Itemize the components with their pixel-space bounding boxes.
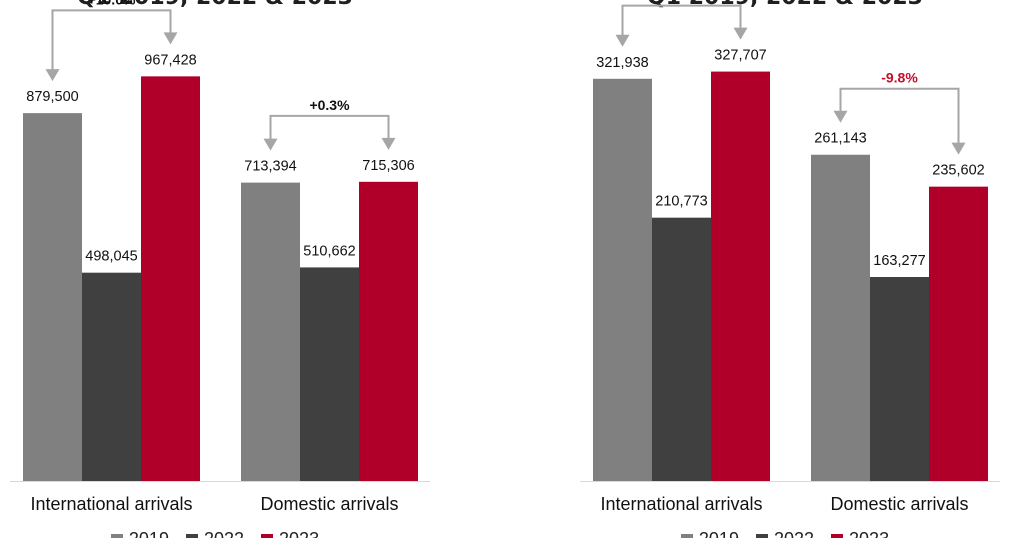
arrow-head-icon: [163, 32, 178, 45]
legend-swatch: [261, 534, 274, 538]
data-label: 235,602: [932, 163, 984, 179]
legend-label: 2023: [849, 529, 889, 538]
chart-legend: 2019 2022 2023: [0, 529, 430, 538]
arrow-head-icon: [381, 137, 396, 150]
chart-title: Q1 2019, 2022 & 2023: [570, 0, 1000, 10]
legend-swatch: [755, 534, 768, 538]
change-arrow-line: [269, 114, 390, 141]
change-arrow-line: [621, 4, 742, 37]
data-label: 498,045: [85, 249, 137, 265]
change-arrow-line: [51, 9, 172, 72]
legend-swatch: [831, 534, 844, 538]
data-label: 510,662: [303, 243, 355, 259]
arrow-head-icon: [615, 34, 630, 47]
data-label: 879,500: [26, 89, 78, 105]
data-label: 210,773: [655, 194, 707, 210]
change-percentage-label: +0.3%: [309, 97, 350, 113]
legend-swatch: [110, 534, 123, 538]
bar-2019-0: [593, 78, 652, 481]
change-percentage-label: +1.8%: [661, 0, 702, 3]
category-label: Domestic arrivals: [260, 494, 398, 514]
bar-chart-svg: 879,500 498,045 967,428 International arriv…: [10, 0, 430, 514]
legend-label: 2019: [129, 529, 169, 538]
bar-2023-0: [711, 71, 770, 482]
category-label: Domestic arrivals: [830, 494, 968, 514]
data-label: 261,143: [814, 131, 866, 147]
bar-2019-1: [241, 182, 300, 481]
category-label: International arrivals: [600, 494, 762, 514]
chart-panel-left: Q1 2019, 2022 & 2023 879,500 498,045 967,4…: [0, 0, 430, 538]
bar-2019-1: [811, 154, 870, 481]
change-percentage-label: -9.8%: [881, 70, 918, 86]
legend-item: 2019: [110, 529, 169, 538]
legend-item: 2023: [261, 529, 319, 538]
chart-title: Q1 2019, 2022 & 2023: [0, 0, 430, 10]
legend-swatch: [185, 534, 198, 538]
bar-2022-0: [82, 272, 141, 481]
arrow-head-icon: [833, 110, 848, 123]
data-label: 715,306: [362, 158, 414, 174]
chart-legend: 2019 2022 2023: [570, 529, 1000, 538]
legend-swatch: [680, 534, 693, 538]
legend-label: 2023: [279, 529, 319, 538]
change-arrow-line: [839, 87, 960, 145]
data-label: 327,707: [714, 48, 766, 64]
bar-2023-0: [141, 76, 200, 481]
legend-item: 2022: [185, 529, 244, 538]
bar-2022-0: [652, 217, 711, 482]
chart-panel-right: Q1 2019, 2022 & 2023 321,938 210,773 327,7…: [570, 0, 1000, 538]
bar-2023-1: [359, 181, 418, 481]
legend-label: 2022: [204, 529, 244, 538]
bar-2023-1: [929, 186, 988, 481]
legend-item: 2023: [831, 529, 889, 538]
category-label: International arrivals: [30, 494, 192, 514]
data-label: 163,277: [873, 253, 925, 269]
data-label: 967,428: [144, 52, 196, 68]
arrow-head-icon: [951, 142, 966, 155]
arrow-head-icon: [45, 69, 60, 82]
arrow-head-icon: [263, 138, 278, 151]
bar-2019-0: [23, 113, 82, 482]
arrow-head-icon: [733, 27, 748, 40]
bar-chart-svg: 321,938 210,773 327,707 International arriv…: [580, 0, 1000, 514]
legend-item: 2022: [755, 529, 814, 538]
data-label: 321,938: [596, 55, 648, 71]
bar-2022-1: [870, 277, 929, 481]
legend-label: 2019: [699, 529, 739, 538]
change-percentage-label: +10.0%: [88, 0, 136, 7]
legend-item: 2019: [680, 529, 739, 538]
legend-label: 2022: [774, 529, 814, 538]
data-label: 713,394: [244, 159, 296, 175]
bar-2022-1: [300, 267, 359, 481]
